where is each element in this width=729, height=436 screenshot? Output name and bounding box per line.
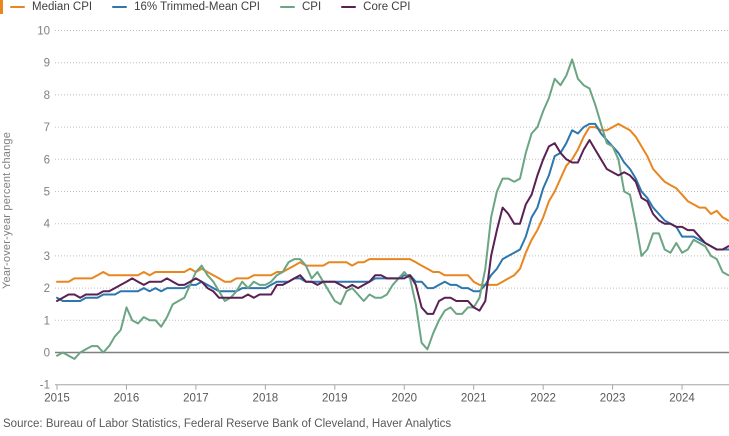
x-tick-label: 2022 <box>530 393 556 405</box>
x-tick-label: 2018 <box>253 393 279 405</box>
core-cpi-line-swatch-icon <box>341 5 357 9</box>
x-tick-label: 2017 <box>183 393 209 405</box>
x-tick-label: 2015 <box>44 393 70 405</box>
legend-label-median-cpi: Median CPI <box>32 1 93 13</box>
y-tick-label: -1 <box>40 380 50 392</box>
x-tick-label: 2023 <box>600 393 626 405</box>
legend-item-cpi: CPI <box>280 1 321 13</box>
x-tick-label: 2016 <box>114 393 140 405</box>
legend-label-core-cpi: Core CPI <box>363 1 411 13</box>
y-tick-label: 6 <box>44 154 50 166</box>
trimmed-mean-cpi-line-swatch-icon <box>112 5 128 9</box>
y-tick-label: 0 <box>44 348 50 360</box>
y-tick-label: 4 <box>44 219 51 231</box>
x-tick-label: 2024 <box>669 393 695 405</box>
x-tick-label: 2019 <box>322 393 348 405</box>
y-tick-label: 10 <box>37 26 50 38</box>
legend-label-trimmed-mean-cpi: 16% Trimmed-Mean CPI <box>134 1 260 13</box>
series-line-median-cpi <box>56 122 729 286</box>
legend-label-cpi: CPI <box>302 1 322 13</box>
y-tick-label: 8 <box>44 90 50 102</box>
x-tick-label: 2021 <box>461 393 487 405</box>
cpi-line-swatch-icon <box>280 5 295 9</box>
legend-item-trimmed-mean-cpi: 16% Trimmed-Mean CPI <box>112 1 260 13</box>
y-tick-label: 9 <box>44 58 50 70</box>
y-tick-label: 5 <box>44 187 50 199</box>
y-tick-label: 3 <box>44 251 50 263</box>
x-tick-label: 2020 <box>391 393 417 405</box>
median-cpi-line-swatch-icon <box>10 5 25 9</box>
series-line-core-cpi <box>56 139 729 315</box>
y-tick-label: 2 <box>44 283 50 295</box>
page-accent-bar <box>0 0 3 14</box>
legend-item-core-cpi: Core CPI <box>341 1 410 13</box>
series-line-16-trimmed-mean-cpi <box>56 122 729 302</box>
source-note: Source: Bureau of Labor Statistics, Fede… <box>3 418 452 430</box>
legend-item-median-cpi: Median CPI <box>10 1 92 13</box>
y-tick-label: 7 <box>44 122 50 134</box>
y-tick-label: 1 <box>44 315 50 327</box>
series-line-cpi <box>56 58 729 360</box>
chart-legend: Median CPI 16% Trimmed-Mean CPI CPI Core… <box>10 1 410 13</box>
cpi-line-chart: -1 0 1 2 3 4 5 6 7 8 9 10 2015 2016 2017 2018 2019 2020 20… <box>37 26 729 405</box>
